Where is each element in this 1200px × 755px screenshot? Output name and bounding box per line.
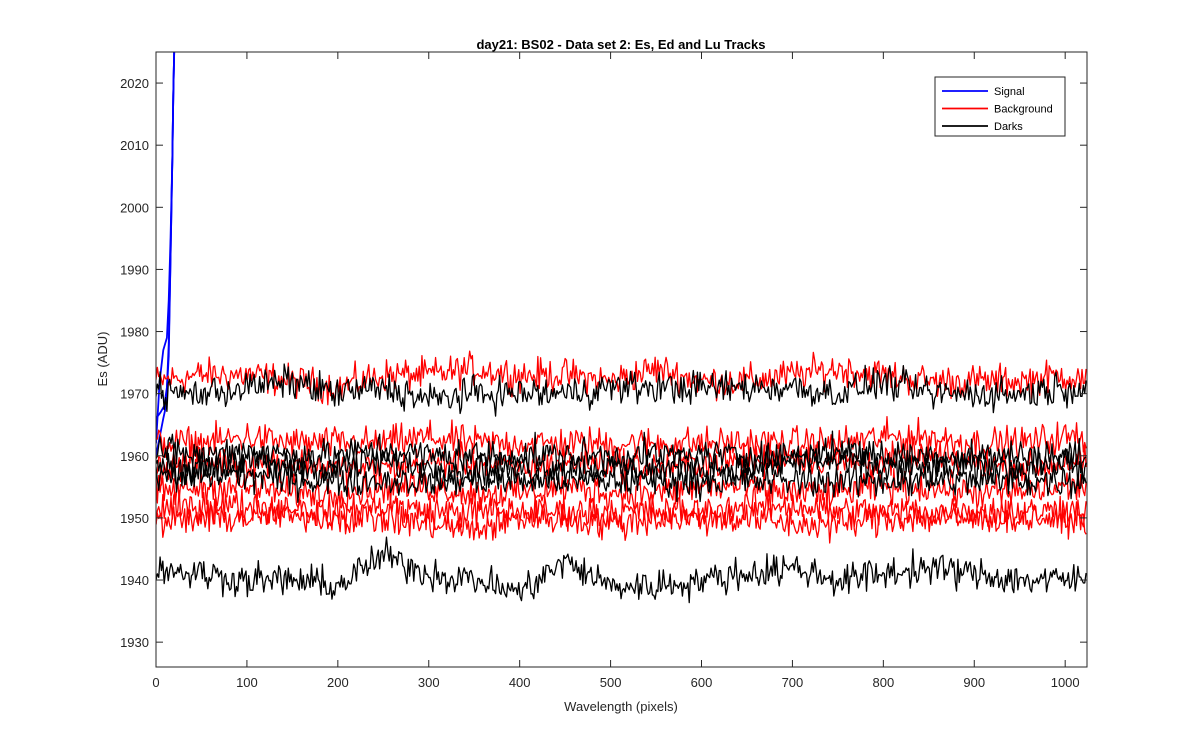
legend: Signal Background Darks (934, 76, 1066, 137)
plot-frame (155, 51, 1088, 668)
series-line-background-3 (156, 350, 1087, 406)
x-tick-label: 700 (782, 675, 804, 690)
x-tick-label: 900 (963, 675, 985, 690)
legend-label-darks: Darks (994, 121, 1023, 133)
x-axis-label: Wavelength (pixels) (564, 699, 678, 714)
series-line-background-4 (156, 416, 1087, 465)
y-tick-label: 1950 (120, 511, 149, 526)
series-layer (156, 52, 1087, 604)
y-tick-label: 1980 (120, 325, 149, 340)
x-tick-label: 200 (327, 675, 349, 690)
y-tick-label: 1990 (120, 262, 149, 277)
series-line-darks-13 (156, 536, 1087, 604)
series-line-background-5 (156, 437, 1087, 490)
legend-label-signal: Signal (994, 86, 1025, 98)
series-line-signal-2 (156, 52, 176, 456)
x-tick-label: 100 (236, 675, 258, 690)
y-tick-label: 1960 (120, 449, 149, 464)
x-tick-label: 400 (509, 675, 531, 690)
y-axis-label: Es (ADU) (95, 332, 110, 387)
x-tick-label: 800 (872, 675, 894, 690)
x-tick-label: 300 (418, 675, 440, 690)
y-tick-label: 2020 (120, 76, 149, 91)
x-tick-label: 600 (691, 675, 713, 690)
series-line-background-8 (156, 495, 1087, 544)
x-tick-label: 500 (600, 675, 622, 690)
y-tick-label: 1940 (120, 573, 149, 588)
legend-label-background: Background (994, 104, 1053, 116)
series-line-darks-9 (156, 363, 1087, 417)
y-tick-label: 1930 (120, 635, 149, 650)
y-tick-label: 2010 (120, 138, 149, 153)
axis-ticks: 0 100 200 300 400 500 600 700 800 900 1000 1930 1940… (120, 52, 1087, 690)
series-line-darks-10 (156, 430, 1087, 478)
y-tick-label: 1970 (120, 387, 149, 402)
x-tick-label: 0 (152, 675, 159, 690)
chart-title: day21: BS02 - Data set 2: Es, Ed and Lu … (476, 37, 765, 52)
y-tick-label: 2000 (120, 200, 149, 215)
x-tick-label: 1000 (1051, 675, 1080, 690)
series-line-darks-12 (156, 454, 1087, 503)
